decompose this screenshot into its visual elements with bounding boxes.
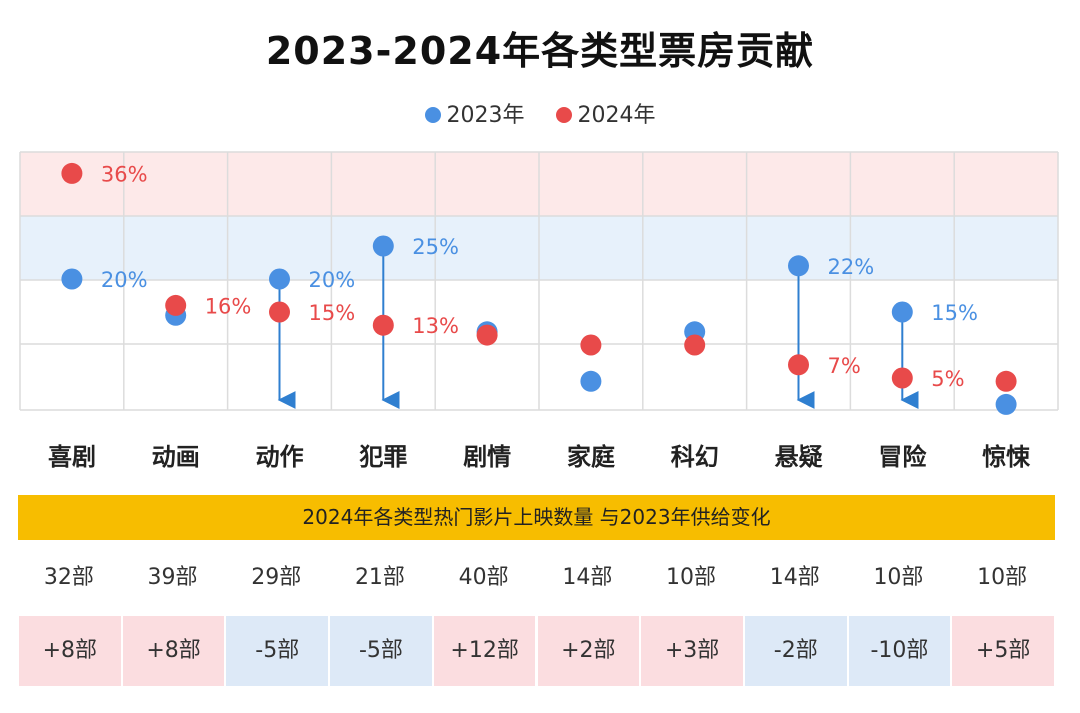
data-label: 22% [828,255,875,279]
supply-change-cell: +8部 [122,616,225,686]
point-2023-冒险 [891,301,913,323]
data-label: 13% [412,314,459,338]
point-2023-悬疑 [788,255,809,277]
release-count-cell: 39部 [121,543,224,613]
legend-marker-2023 [424,107,441,123]
legend-item-2024: 2024年 [555,97,656,129]
supply-change-cell: -2部 [744,616,847,686]
point-2024-惊悚 [995,370,1017,392]
data-label: 15% [309,301,356,325]
point-2024-冒险 [891,367,913,389]
supply-change-cell: +3部 [641,616,743,686]
point-2023-犯罪 [372,235,394,257]
data-label: 36% [101,162,148,186]
data-label: 25% [412,235,459,259]
release-count-cell: 29部 [225,543,328,613]
point-2024-悬疑 [788,354,809,376]
release-count-cell: 40部 [432,543,535,613]
data-label: 16% [205,294,252,318]
category-label: 动作 [255,443,304,471]
release-count-cell: 32部 [18,543,120,613]
category-label: 喜剧 [48,443,96,471]
point-2024-动作 [269,301,290,323]
release-count-cell: 21部 [329,543,431,613]
point-2023-家庭 [580,370,602,392]
legend-label-2024: 2024年 [577,103,656,128]
data-label: 20% [101,268,148,292]
data-label: 5% [931,367,964,391]
category-label: 家庭 [567,443,615,471]
point-2023-动作 [269,268,290,290]
legend-item-2023: 2023年 [424,97,525,129]
data-label: 15% [931,301,978,325]
point-2024-剧情 [476,324,498,346]
supply-change-cell: +5部 [952,616,1054,686]
legend-marker-2024 [555,107,572,123]
point-2023-喜剧 [61,268,83,290]
release-count-cell: 10部 [951,543,1053,613]
supply-change-cell: +2部 [537,616,640,686]
category-label: 剧情 [463,443,512,471]
category-label: 动画 [151,443,200,471]
point-2024-科幻 [684,334,706,356]
data-label: 7% [828,354,861,378]
point-2024-犯罪 [372,314,394,336]
point-2024-家庭 [580,334,602,356]
supply-change-cell: -5部 [226,616,329,686]
release-count-cell: 14部 [743,543,846,613]
release-count-cell: 10部 [847,543,950,613]
category-label: 惊悚 [982,443,1031,471]
point-2024-动画 [165,294,187,316]
category-label: 悬疑 [774,443,823,471]
supply-change-cell: -5部 [330,616,432,686]
release-count-cell: 14部 [536,543,639,613]
table-header: 2024年各类型热门影片上映数量 与2023年供给变化 [18,495,1055,540]
supply-change-cell: -10部 [848,616,951,686]
category-label: 犯罪 [359,443,408,471]
chart-title: 2023-2024年各类型票房贡献 [265,29,815,73]
data-label: 20% [309,268,356,292]
release-count-cell: 10部 [640,543,742,613]
supply-change-cell: +8部 [19,616,121,686]
supply-change-cell: +12部 [433,616,536,686]
point-2023-惊悚 [995,393,1017,415]
point-2024-喜剧 [61,162,83,184]
legend-label-2023: 2023年 [446,103,525,128]
legend: 2023年 2024年 [0,97,1080,129]
category-label: 科幻 [670,443,719,471]
category-label: 冒险 [878,443,927,471]
